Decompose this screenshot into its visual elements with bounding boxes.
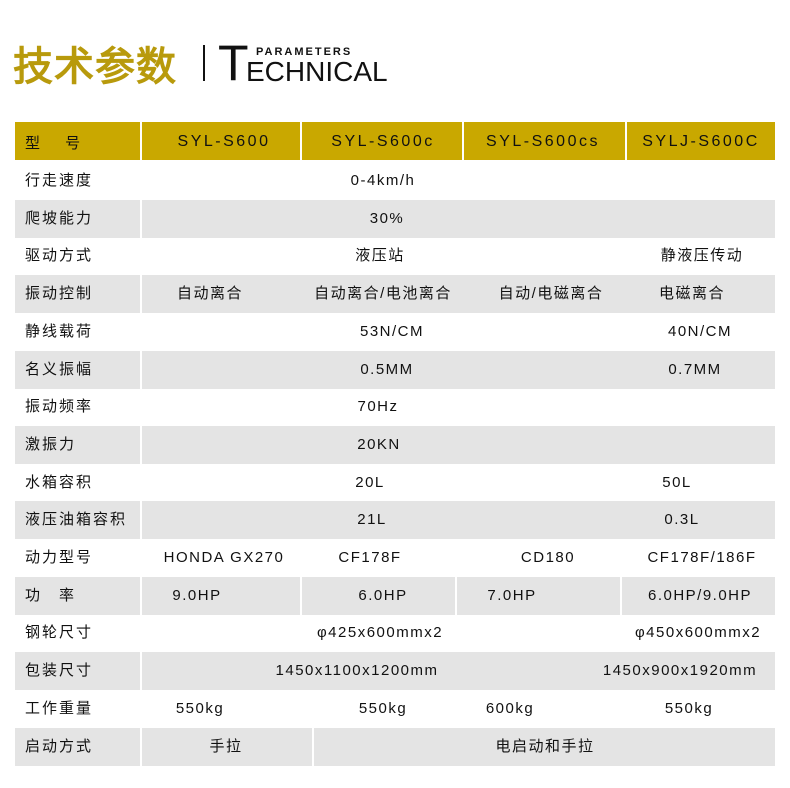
cell-value: 自动/电磁离合 [498,285,604,303]
row-label: 功 率 [25,586,77,604]
cell-value: 0.7MM [668,360,722,378]
column-divider [140,727,142,766]
cell-value: 手拉 [209,737,243,755]
cell-value: φ425x600mmx2 [316,624,444,642]
cell-value: 6.0HP [358,586,408,604]
column-divider [300,122,302,160]
table-row: 水箱容积 20L 50L [15,464,775,502]
row-label: 静线载荷 [25,322,94,340]
cell-value: 20L [355,473,385,491]
cell-value: 1450x1100x1200mm [275,662,439,680]
table-row: 功 率 9.0HP 6.0HP 7.0HP 6.0HP/9.0HP [15,576,775,615]
table-row: 工作重量 550kg 550kg 600kg 550kg [15,690,775,728]
column-divider [300,576,302,615]
cell-value: HONDA GX270 [163,549,285,566]
column-divider [140,652,142,691]
model-name: SYLJ-S600C [642,133,760,150]
row-label: 振动频率 [25,398,94,416]
cell-value: CD180 [520,549,576,566]
title-en-initial: T [218,35,249,91]
cell-value: 静液压传动 [660,247,744,265]
table-row: 激振力 20KN [15,425,775,464]
cell-value: 电磁离合 [658,285,726,303]
model-name: SYL-S600c [331,133,435,150]
cell-value: 0-4km/h [350,172,416,189]
column-divider [312,727,314,766]
cell-value: 0.3L [664,511,700,529]
cell-value: 550kg [358,699,408,717]
cell-value: 550kg [664,699,714,717]
table-row: 爬坡能力 30% [15,199,775,238]
cell-value: φ450x600mmx2 [634,624,762,642]
cell-value: 6.0HP/9.0HP [647,586,753,604]
table-row: 动力型号 HONDA GX270 CF178F CD180 CF178F/186F [15,539,775,577]
cell-value: CF178F/186F [647,549,757,566]
table-row: 行走速度 0-4km/h [15,162,775,200]
cell-value: 20KN [357,435,401,453]
header-label: 型 号 [25,135,83,152]
row-label: 水箱容积 [25,473,94,491]
cell-value: 30% [369,209,405,227]
row-label: 液压油箱容积 [25,511,128,529]
column-divider [140,425,142,464]
cell-value: CF178F [338,549,402,566]
cell-value: 自动离合/电池离合 [314,285,452,303]
table-header-row: 型 号 SYL-S600 SYL-S600c SYL-S600cs SYLJ-S600C [15,122,775,160]
row-label: 爬坡能力 [25,209,94,227]
table-row: 名义振幅 0.5MM 0.7MM [15,350,775,389]
column-divider [140,199,142,238]
cell-value: 液压站 [355,247,405,265]
column-divider [620,576,622,615]
row-label: 振动控制 [25,285,94,303]
cell-value: 50L [662,473,692,491]
cell-value: 自动离合 [176,285,244,303]
column-divider [625,122,627,160]
row-label: 启动方式 [25,737,94,755]
cell-value: 600kg [485,699,535,717]
table-row: 液压油箱容积 21L 0.3L [15,501,775,540]
table-row: 启动方式 手拉 电启动和手拉 [15,727,775,766]
cell-value: 40N/CM [667,322,733,340]
table-row: 静线载荷 53N/CM 40N/CM [15,313,775,351]
title-en-rest: ECHNICAL [246,56,388,87]
cell-value: 53N/CM [359,322,425,340]
row-label: 行走速度 [25,172,94,189]
title-en-subtitle: PARAMETERS [256,46,353,58]
table-row: 钢轮尺寸 φ425x600mmx2 φ450x600mmx2 [15,614,775,652]
cell-value: 1450x900x1920mm [602,662,758,680]
row-label: 钢轮尺寸 [25,624,94,642]
row-label: 动力型号 [25,549,94,566]
table-row: 振动频率 70Hz [15,388,775,426]
table-row: 振动控制 自动离合 自动离合/电池离合 自动/电磁离合 电磁离合 [15,275,775,314]
cell-value: 9.0HP [172,586,222,604]
model-name: SYL-S600cs [486,133,600,150]
cell-value: 21L [357,511,387,529]
column-divider [140,501,142,540]
cell-value: 电启动和手拉 [495,737,595,755]
table-row: 驱动方式 液压站 静液压传动 [15,237,775,275]
cell-value: 70Hz [357,398,399,416]
column-divider [140,122,142,160]
column-divider [140,576,142,615]
page-title: 技术参数 [13,44,177,90]
cell-value: 550kg [175,699,225,717]
row-label: 激振力 [25,435,77,453]
row-label: 工作重量 [25,699,94,717]
row-label: 驱动方式 [25,247,94,265]
cell-value: 7.0HP [487,586,537,604]
column-divider [140,350,142,389]
model-name: SYL-S600 [177,133,271,150]
column-divider [462,122,464,160]
row-label: 包装尺寸 [25,662,94,680]
cell-value: 0.5MM [360,360,414,378]
table-row: 包装尺寸 1450x1100x1200mm 1450x900x1920mm [15,652,775,691]
column-divider [140,275,142,314]
title-divider [203,45,205,81]
row-label: 名义振幅 [25,360,94,378]
column-divider [455,576,457,615]
